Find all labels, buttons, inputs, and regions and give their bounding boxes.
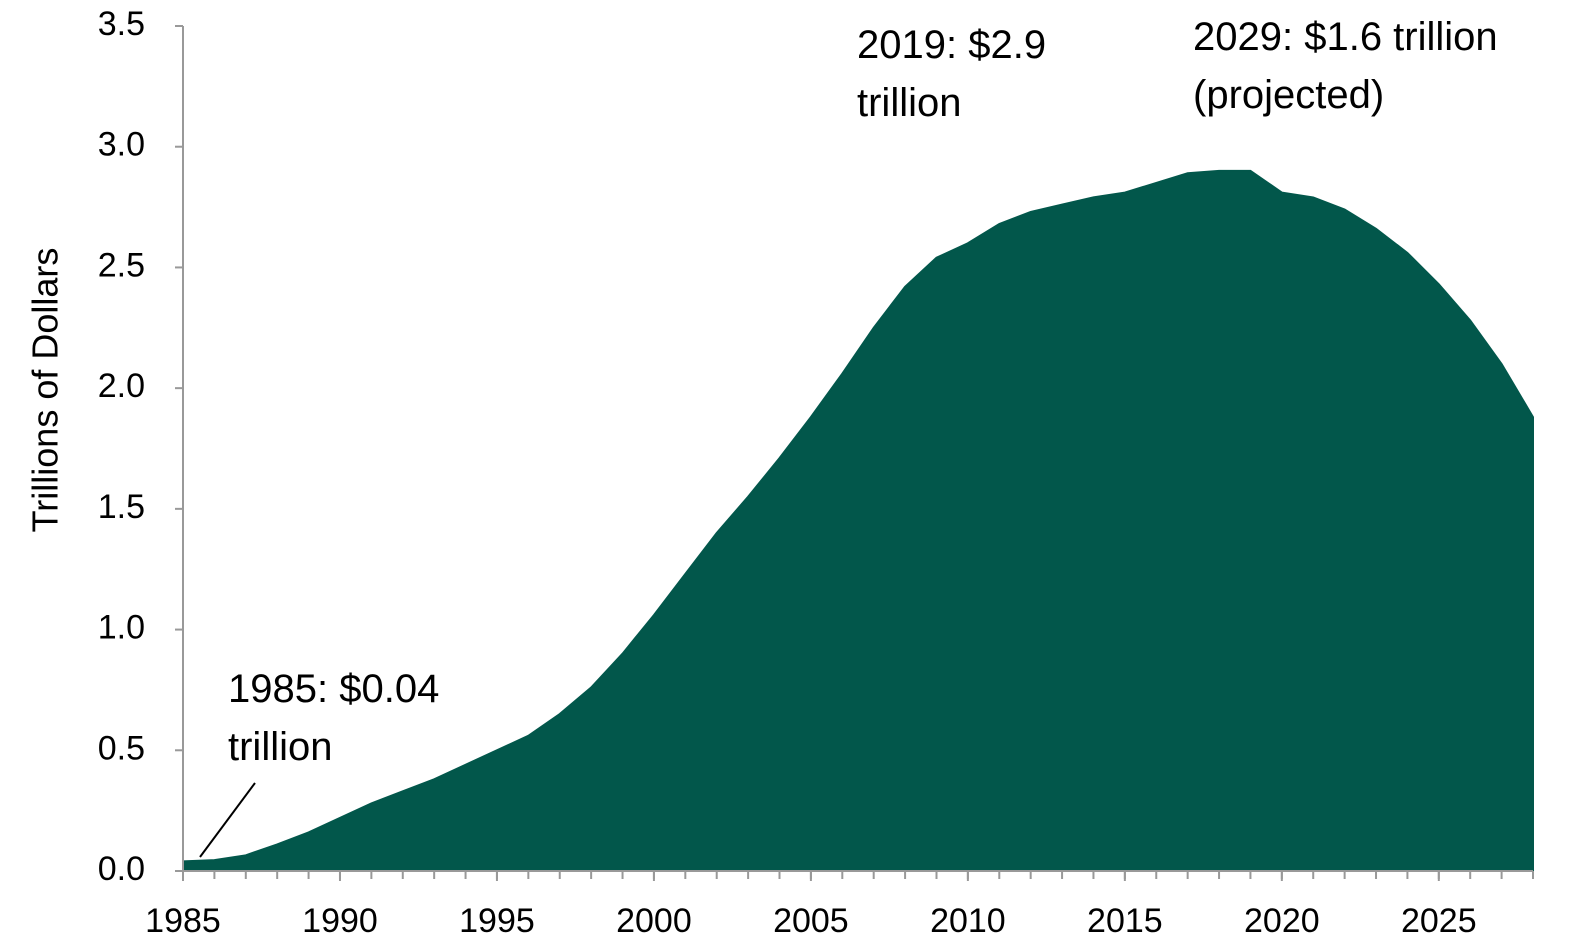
leader-line <box>199 782 256 858</box>
x-tick-label: 2015 <box>1087 902 1163 940</box>
x-tick-label: 1995 <box>459 902 535 940</box>
y-axis-label: Trillions of Dollars <box>25 248 66 533</box>
annotation: trillion <box>228 725 332 769</box>
x-tick-label: 1990 <box>302 902 378 940</box>
y-tick-label: 1.0 <box>98 609 145 647</box>
x-tick-label: 1985 <box>145 902 221 940</box>
y-tick-label: 2.5 <box>98 246 145 284</box>
y-tick-label: 0.5 <box>98 729 145 767</box>
x-tick-label: 2020 <box>1244 902 1320 940</box>
annotation: trillion <box>857 81 961 125</box>
y-tick-label: 2.0 <box>98 367 145 405</box>
annotation: (projected) <box>1193 73 1384 117</box>
x-tick-label: 2000 <box>616 902 692 940</box>
x-tick-label: 2005 <box>773 902 849 940</box>
y-tick-label: 1.5 <box>98 488 145 526</box>
y-tick-label: 0.0 <box>98 850 145 888</box>
area <box>182 169 1534 872</box>
annotation: 2019: $2.9 <box>857 23 1046 67</box>
x-tick-label: 2010 <box>930 902 1006 940</box>
annotation: 1985: $0.04 <box>228 667 439 711</box>
annotation: 2029: $1.6 trillion <box>1193 15 1498 59</box>
y-tick-label: 3.0 <box>98 126 145 164</box>
y-tick-label: 3.5 <box>98 5 145 43</box>
x-tick-label: 2025 <box>1401 902 1477 940</box>
